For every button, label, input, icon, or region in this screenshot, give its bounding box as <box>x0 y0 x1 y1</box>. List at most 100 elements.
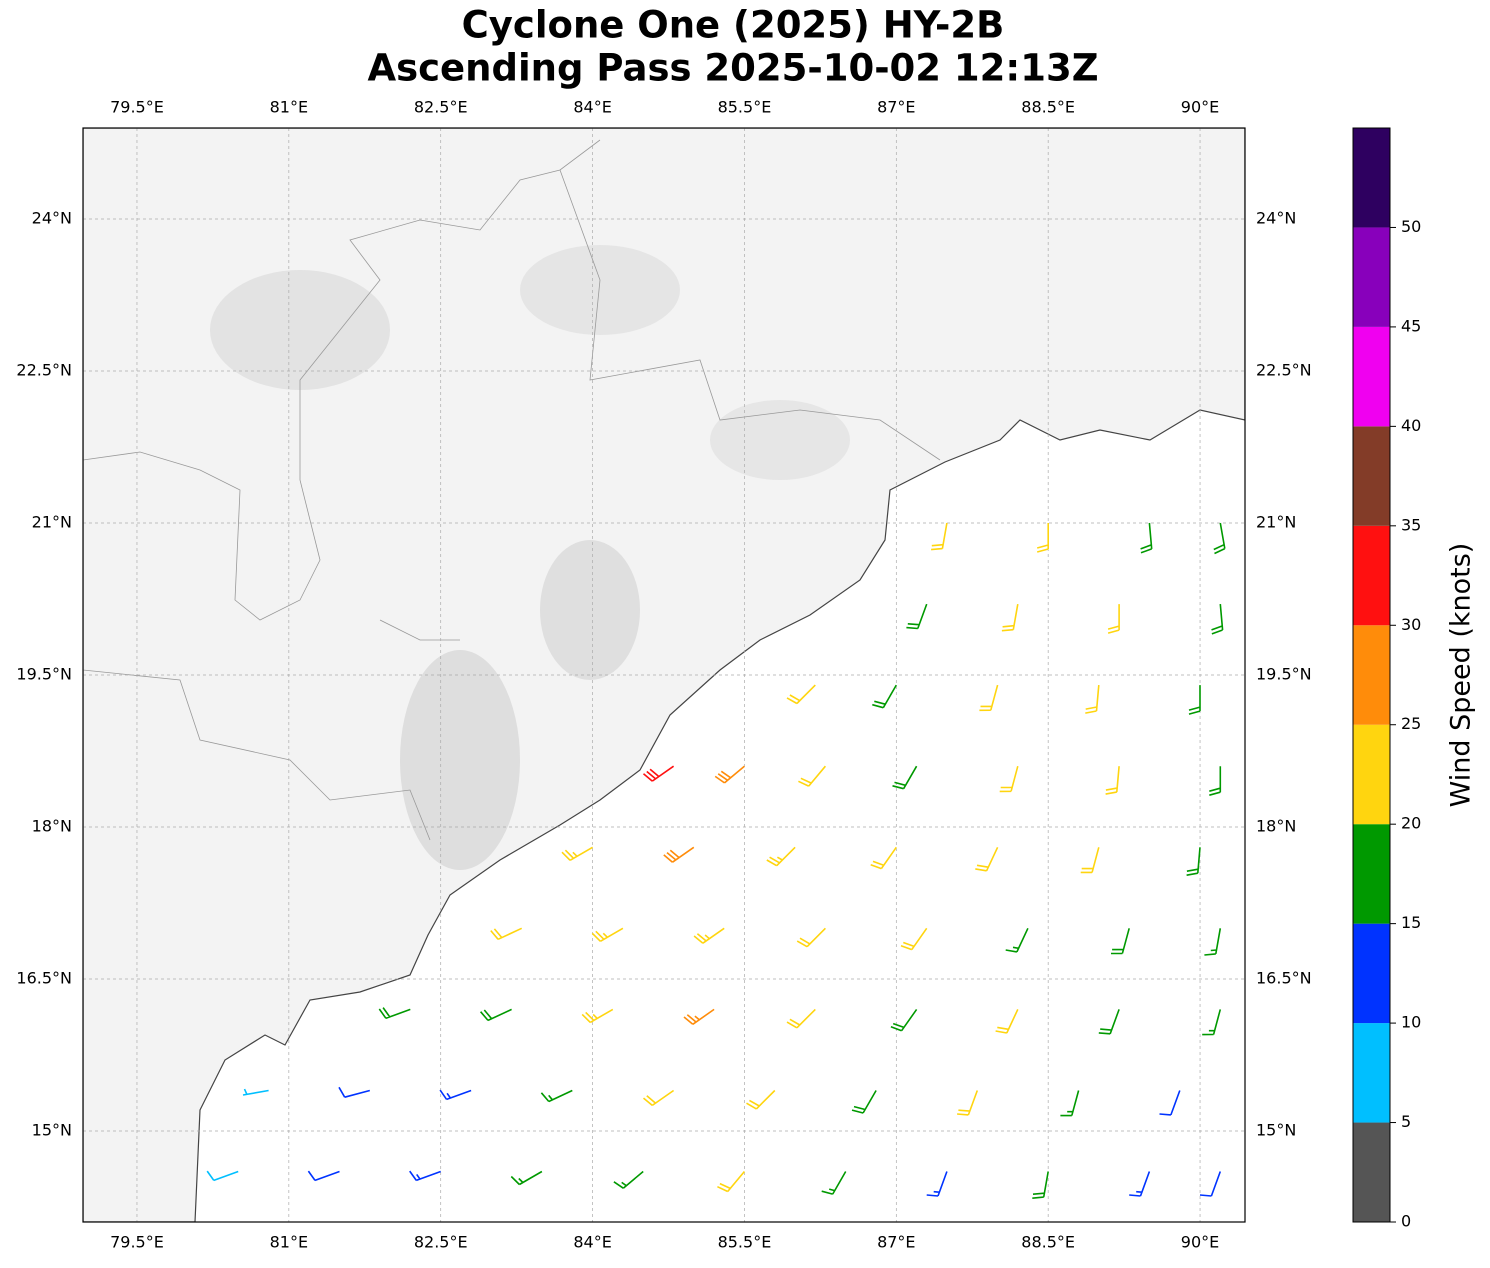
wind-barb <box>931 522 948 551</box>
y-tick-label: 15°N <box>1256 1121 1296 1140</box>
x-tick-label: 90°E <box>1181 98 1219 117</box>
y-tick-label: 24°N <box>32 208 72 227</box>
wind-barb <box>890 1008 918 1032</box>
wind-barb <box>581 1008 614 1024</box>
wind-barb <box>926 1171 948 1197</box>
wind-barb <box>510 1170 543 1186</box>
wind-barb <box>906 603 928 630</box>
wind-barb <box>1032 1171 1049 1199</box>
wind-barb <box>490 927 523 941</box>
wind-barb <box>1140 522 1153 554</box>
land <box>83 128 1245 1222</box>
wind-barb <box>870 846 897 870</box>
x-tick-label: 88.5°E <box>1021 98 1075 117</box>
wind-barb <box>1213 522 1226 555</box>
terrain <box>400 650 520 870</box>
wind-barb <box>892 765 918 790</box>
wind-barb <box>378 1007 411 1020</box>
wind-barb <box>1129 1171 1151 1197</box>
wind-barb <box>786 684 816 705</box>
colorbar-tick-label: 35 <box>1401 515 1421 534</box>
y-tick-label: 22.5°N <box>1256 360 1312 379</box>
wind-barb <box>1085 685 1100 714</box>
colorbar-segment <box>1353 326 1390 427</box>
colorbar-tick-label: 40 <box>1401 416 1421 435</box>
wind-barb <box>439 1089 472 1101</box>
title-line: Ascending Pass 2025-10-02 12:13Z <box>367 47 1098 90</box>
x-tick-label: 81°E <box>270 98 308 117</box>
wind-barb <box>1005 927 1029 953</box>
wind-barb <box>1188 685 1201 715</box>
terrain <box>540 540 640 680</box>
wind-barb <box>786 1008 816 1029</box>
wind-barb <box>979 684 999 712</box>
wind-barb <box>851 1090 877 1114</box>
y-tick-label: 22.5°N <box>16 360 72 379</box>
colorbar-segment <box>1353 1122 1390 1222</box>
wind-barb <box>663 846 695 863</box>
colorbar-segment <box>1353 824 1390 924</box>
x-tick-label: 87°E <box>877 98 915 117</box>
y-tick-label: 19.5°N <box>16 665 72 684</box>
wind-barb <box>540 1089 573 1103</box>
wind-barb <box>821 1171 847 1195</box>
x-tick-label: 90°E <box>1181 1233 1219 1252</box>
wind-barb <box>1060 1090 1080 1117</box>
colorbar-tick-label: 50 <box>1401 217 1421 236</box>
wind-barb <box>242 1088 269 1096</box>
wind-barb <box>206 1170 239 1182</box>
wind-barb <box>766 846 796 867</box>
colorbar-tick-label: 25 <box>1401 714 1421 733</box>
colorbar-tick-label: 15 <box>1401 913 1421 932</box>
colorbar-tick-label: 0 <box>1401 1212 1411 1231</box>
map-base <box>83 128 1245 1222</box>
colorbar-tick-label: 10 <box>1401 1013 1421 1032</box>
y-tick-label: 19.5°N <box>1256 665 1312 684</box>
terrain <box>520 245 680 335</box>
wind-barb <box>900 927 928 951</box>
y-tick-label: 15°N <box>32 1121 72 1140</box>
wind-barb <box>957 1090 979 1116</box>
wind-barb <box>995 1009 1019 1034</box>
wind-barb <box>409 1170 441 1182</box>
x-tick-label: 87°E <box>877 1233 915 1252</box>
wind-barb <box>591 927 624 942</box>
colorbar-tick-label: 20 <box>1401 814 1421 833</box>
colorbar-tick-label: 30 <box>1401 615 1421 634</box>
colorbar-segment <box>1353 1023 1390 1123</box>
y-tick-label: 18°N <box>32 817 72 836</box>
x-tick-label: 85.5°E <box>718 1233 772 1252</box>
colorbar-segment <box>1353 923 1390 1024</box>
wind-barb <box>1202 1009 1222 1036</box>
wind-barb <box>1105 766 1120 795</box>
terrain <box>210 270 390 390</box>
colorbar-segment <box>1353 525 1390 626</box>
colorbar-tick-label: 5 <box>1401 1112 1411 1131</box>
wind-barb <box>1186 847 1201 876</box>
wind-barb <box>307 1170 340 1182</box>
wind-barb <box>642 1089 675 1107</box>
y-tick-label: 21°N <box>32 512 72 531</box>
wind-barb <box>479 1008 512 1022</box>
x-tick-label: 84°E <box>573 1233 611 1252</box>
y-tick-label: 21°N <box>1256 512 1296 531</box>
wind-barb <box>338 1086 371 1098</box>
colorbar-segment <box>1353 426 1390 526</box>
y-tick-label: 24°N <box>1256 208 1296 227</box>
boundary <box>83 139 941 841</box>
wind-barb <box>683 1008 715 1025</box>
wind-barb <box>1209 766 1222 796</box>
wind-barb <box>1110 928 1130 955</box>
wind-barb <box>1001 603 1019 632</box>
title-line: Cyclone One (2025) HY-2B <box>462 4 1005 47</box>
x-tick-label: 88.5°E <box>1021 1233 1075 1252</box>
colorbar-frame <box>1352 127 1391 1223</box>
y-tick-label: 16.5°N <box>1256 969 1312 988</box>
colorbar-segment <box>1353 227 1390 327</box>
wind-barb <box>613 1170 644 1189</box>
x-tick-label: 81°E <box>270 1233 308 1252</box>
map-frame <box>82 127 1246 1223</box>
wind-barb <box>717 1170 746 1193</box>
wind-barb <box>746 1089 776 1110</box>
